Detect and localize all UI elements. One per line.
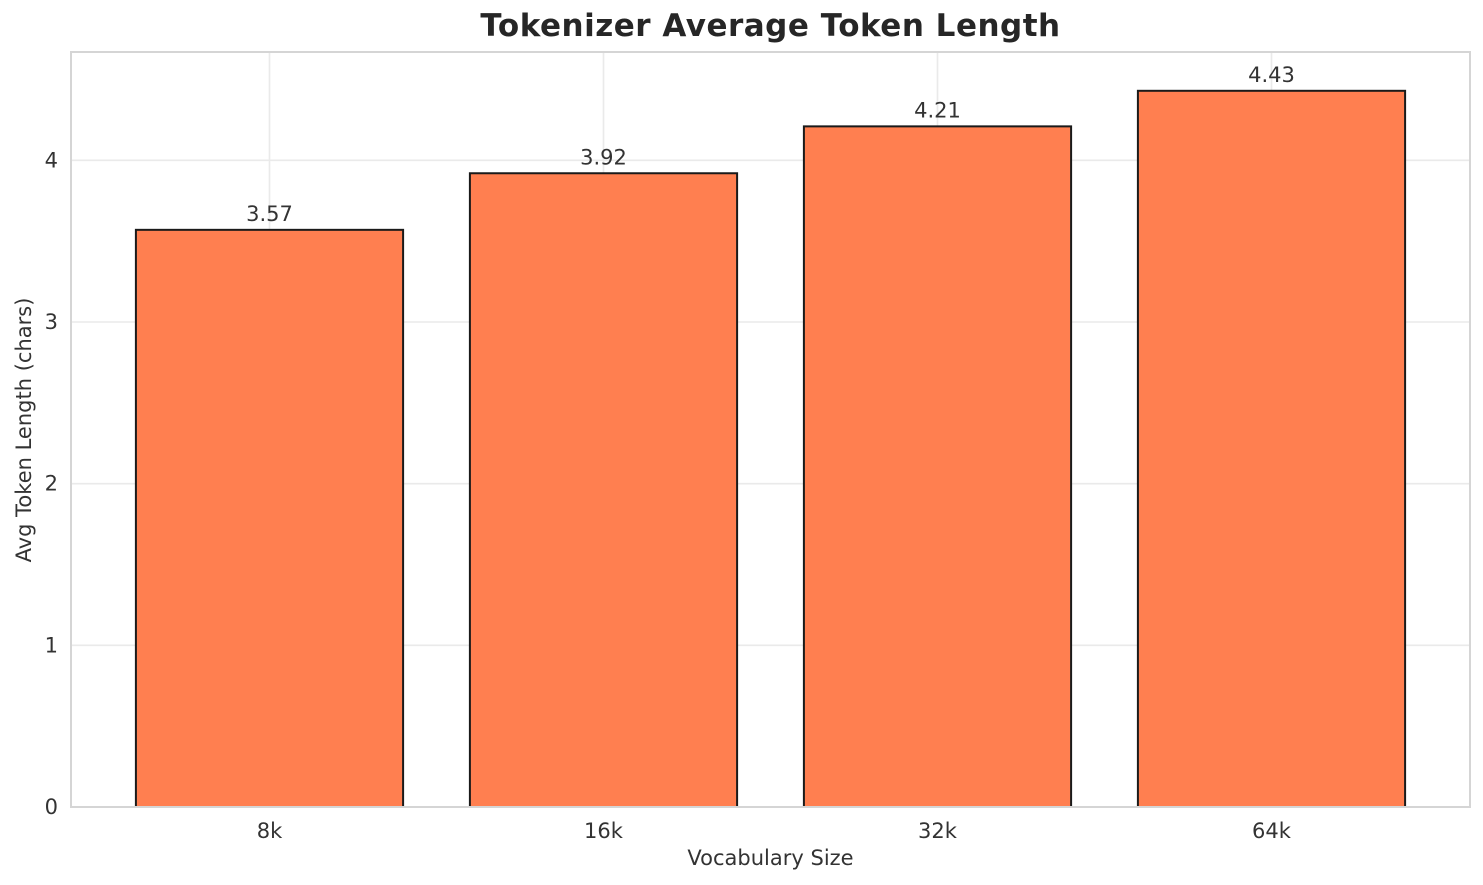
y-tick-label: 3 [45, 310, 58, 334]
x-tick-label: 16k [584, 819, 624, 843]
bar-64k [1136, 89, 1407, 809]
bar-value-label: 4.43 [1248, 63, 1295, 87]
bar-value-label: 3.57 [246, 202, 293, 226]
x-tick-label: 32k [918, 819, 958, 843]
y-tick-label: 2 [45, 472, 58, 496]
bar-8k [134, 228, 405, 808]
bar-32k [802, 125, 1073, 809]
x-axis-label: Vocabulary Size [687, 846, 854, 870]
y-tick-label: 4 [45, 148, 58, 172]
x-tick-label: 8k [257, 819, 283, 843]
y-tick-label: 0 [45, 795, 58, 819]
chart-title: Tokenizer Average Token Length [480, 8, 1061, 44]
bar-value-label: 4.21 [914, 98, 961, 122]
y-axis-label-text: Avg Token Length (chars) [12, 297, 36, 563]
bar-16k [468, 172, 739, 808]
y-tick-label: 1 [45, 633, 58, 657]
bar-value-label: 3.92 [580, 145, 627, 169]
x-tick-label: 64k [1252, 819, 1292, 843]
plot-border [70, 51, 1471, 808]
